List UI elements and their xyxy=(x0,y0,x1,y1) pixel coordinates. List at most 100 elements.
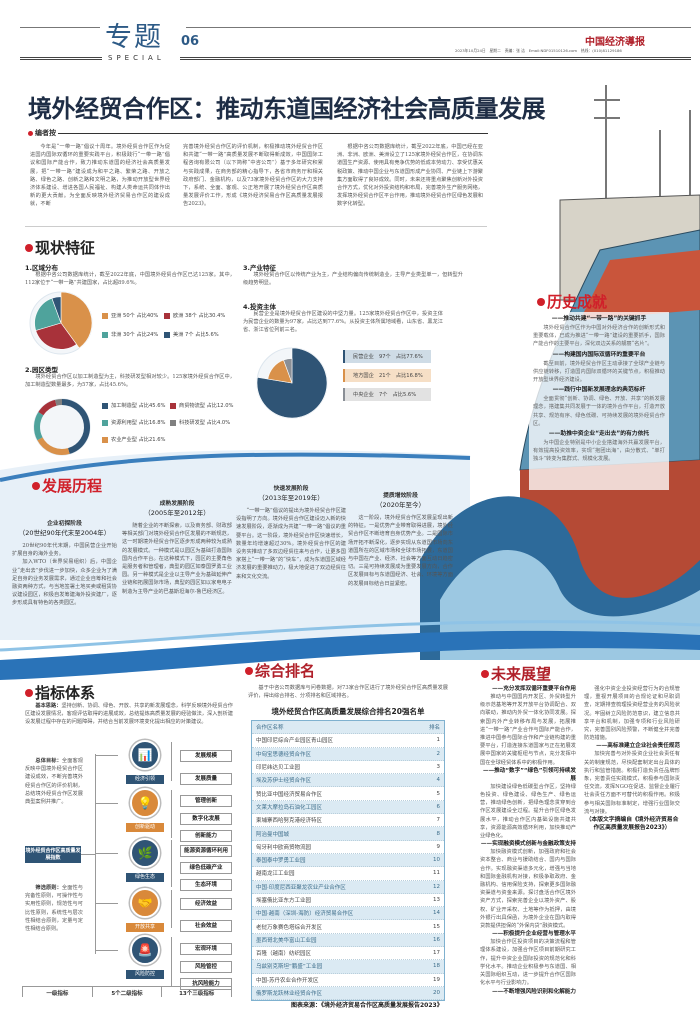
stage-text: 这一阶段，境外经贸合作区发展呈现出新的特征。一是优势产业带育取得进展，境外经贸合… xyxy=(348,515,453,587)
region-pie-chart xyxy=(29,291,93,355)
legend-item: 非洲 30个 占比24% xyxy=(102,331,164,338)
investor-title: 4.投资主体 xyxy=(243,303,276,311)
zone-name: 墨西哥北美华富山工业园 xyxy=(256,937,317,944)
principle-body: 全面性与完备性原则，可操作性与实用性原则，规范性与可比性原则，系统性与层次性相结… xyxy=(25,885,83,933)
alarm-icon: 🚨 xyxy=(130,935,160,965)
connector-line xyxy=(95,754,96,954)
outlook-text: 加快建设绿色低碳型合作区，坚持绿色投资、绿色建设、绿色生产、绿色运营，推动绿色创… xyxy=(480,783,576,840)
heading-text: 现状特征 xyxy=(35,239,96,257)
level3-indicator: 发展质量 xyxy=(180,773,232,785)
table-row: 阿治曼中国城 8 xyxy=(252,827,444,841)
masthead-rule-left xyxy=(20,27,100,28)
stage-text: 随着企业的不断探索，以及商务部、财政部等相关部门对境外经贸合作区发展的不断规范，… xyxy=(122,523,232,595)
level3-indicator: 管理创新 xyxy=(180,795,232,807)
zone-name: 中国-苏丹农业合作开发区 xyxy=(256,977,319,984)
connector-line xyxy=(96,803,118,804)
section-heading-ranking: 综合排名 xyxy=(245,660,315,681)
goal-text: 总体目标：全面客观反映中国境外经贸合作区建设成效，不断完善境外经贸合作区的评价机… xyxy=(25,757,83,806)
red-dot-icon xyxy=(25,243,33,252)
connector-line xyxy=(96,903,118,904)
stage-text: 20世纪90年代末期，中国民营企业开始扩展自身的海外业务。 xyxy=(12,543,117,558)
section-heading-indicators: 指标体系 xyxy=(25,682,95,703)
pie-slice-科技研发型 xyxy=(55,399,63,406)
ranking-source: 图表来源：《境外经济贸易合作区高质量发展报告2023》 xyxy=(291,1002,443,1009)
red-dot-icon xyxy=(481,669,489,678)
table-row: 墨西哥北美华富山工业园 16 xyxy=(252,933,444,948)
pie-slice-加工制造型 xyxy=(61,399,90,454)
table-row: 柬埔寨西哈努克港经济特区 7 xyxy=(252,814,444,828)
table-row: 埃塞俄比亚东方工业园 13 xyxy=(252,894,444,908)
stage-period: （2020年至今） xyxy=(375,501,426,509)
table-row: 泰国泰中罗勇工业园 10 xyxy=(252,853,444,868)
table-header: 合作区名称 排名 xyxy=(252,721,444,735)
legend-item: 科技研发型 占比4.0% xyxy=(170,419,238,426)
level1-label: 一级指标 xyxy=(22,987,92,997)
table-row: 印尼纬达贝工业园 3 xyxy=(252,761,444,775)
history-band-background xyxy=(0,450,470,640)
masthead-double-rule xyxy=(20,57,102,60)
table-row: 中国·印度尼西亚聚龙农业产业合作区 12 xyxy=(252,880,444,894)
table-row: 越南龙江工业园 11 xyxy=(252,867,444,881)
connector-line xyxy=(96,853,118,854)
pie-slice-美洲 xyxy=(51,296,62,324)
history-band-wave-top xyxy=(0,452,471,482)
region-legend: 亚洲 50个 占比40% 欧洲 38个 占比30.4% 非洲 30个 占比24%… xyxy=(102,312,226,338)
level3-indicator: 经济效益 xyxy=(180,898,232,910)
pie-slice-民营企业 xyxy=(256,347,328,419)
achievement-text: 境外经贸合作区作为中国对外经济合作的创新形式和重要载体，已成为推进“一带一路”建… xyxy=(533,325,665,348)
zone-name: 赞比亚中国经济贸易合作区 xyxy=(256,791,323,798)
connector-line xyxy=(171,840,172,887)
outlook-body: ——充分发挥双循环重要平台作用 推动与中国国内开发区、外贸转型升级示范基地等开发开… xyxy=(480,685,680,1007)
zone-name: 中国印尼综合产业园区青山园区 xyxy=(256,738,334,745)
masthead-double-rule xyxy=(180,57,691,60)
section-heading-outlook: 未来展望 xyxy=(481,663,551,684)
table-row: 百隆（越南）纺织园区 17 xyxy=(252,947,444,961)
connector-line xyxy=(96,755,118,756)
legend-item: 加工制造型 占比45.6% xyxy=(102,402,170,409)
zone-rank: 6 xyxy=(436,803,441,810)
table-row: 赞比亚中国经济贸易合作区 5 xyxy=(252,787,444,801)
level3-indicator: 风险管控 xyxy=(180,961,232,973)
table-row: 文莱大摩拉岛石油化工园区 6 xyxy=(252,800,444,815)
achievement-title: ——构建国内国际双循环的重要平台 xyxy=(552,351,646,358)
legend-item: 地方国企 21个 占比16.8% xyxy=(343,369,431,382)
level3-indicator: 数字化发展 xyxy=(180,813,232,825)
achievements-box: ——推动共建“一带一路”的关键抓手 境外经贸合作区作为中国对外经济合作的创新形式和… xyxy=(529,312,669,490)
goal-body: 全面客观反映中国境外经贸合作区建设成效，不断完善境外经贸合作区的评价机制，总结境… xyxy=(25,758,83,806)
region-text: 根据中咨公司数据库统计，截至2022年底，中国境外经贸合作区已达125家。其中，… xyxy=(25,272,235,287)
principle-label: 筛选原则： xyxy=(35,885,62,891)
ranking-intro: 基于中咨公司数据库与问卷数据，对73家合作区进行了境外经贸合作区高质量发展评价，… xyxy=(248,685,448,700)
level2-label: 5个二级指标 xyxy=(91,987,162,997)
zone-name: 越南龙江工业园 xyxy=(256,871,295,878)
zone-rank: 13 xyxy=(433,897,440,903)
ranking-table: 合作区名称 排名 中国印尼综合产业园区青山园区 1 中匈宝思德经贸合作区 2 印尼纬达贝工业… xyxy=(251,720,445,1002)
zone-rank: 18 xyxy=(433,963,440,970)
level3-indicator: 绿色低碳产业 xyxy=(180,862,232,874)
achievement-text: 为中国企业特别是中小企业搭建海外共赢发展平台，有效提高投资效率，实现“抱团出海”… xyxy=(533,440,665,463)
level3-indicator: 抗风险能力 xyxy=(180,978,232,990)
zone-name: 匈牙利中欧商贸物流园 xyxy=(256,844,312,851)
park-type-legend: 加工制造型 占比45.6% 商贸物流型 占比12.0% 资源利用型 占比16.8… xyxy=(102,402,238,443)
zone-rank: 11 xyxy=(433,870,440,877)
leaf-hand-icon: 🌿 xyxy=(130,838,160,868)
connector-line xyxy=(171,937,172,986)
basic-idea-label: 基本思路： xyxy=(35,703,62,709)
connector-line xyxy=(171,890,172,928)
legend-item: 农业产业型 占比21.6% xyxy=(102,436,170,443)
red-dot-icon xyxy=(537,297,545,306)
stage-period: （2013年至2019年） xyxy=(258,494,324,502)
closing-note: （本版文字摘编自《境外经济贸易合作区高质量发展报告2023》） xyxy=(585,817,679,832)
section-heading-achievements: 历史成就 xyxy=(537,291,607,312)
editor-note-column: 今年是“一带一路”倡议十周年。境外经贸合作区作为促进国内国际双循环的重要实践平台… xyxy=(30,144,170,208)
connector-line xyxy=(171,742,172,781)
ranking-table-title: 境外经贸合作区高质量发展综合排名20强名单 xyxy=(271,707,425,716)
zone-name: 印尼纬达贝工业园 xyxy=(256,765,301,772)
level3-indicator: 生态环境 xyxy=(180,879,232,891)
outlook-subheading: ——充分发挥双循环重要平台作用 xyxy=(492,686,576,692)
zone-name: 阿治曼中国城 xyxy=(256,831,290,838)
zone-rank: 4 xyxy=(436,777,441,784)
indicator-footer: 一级指标 5个二级指标 13个三级指标 xyxy=(22,986,233,997)
editor-note-header: 编者按 xyxy=(28,128,488,138)
park-type-title: 2.园区类型 xyxy=(25,366,58,374)
zone-name: 百隆（越南）纺织园区 xyxy=(256,951,312,958)
